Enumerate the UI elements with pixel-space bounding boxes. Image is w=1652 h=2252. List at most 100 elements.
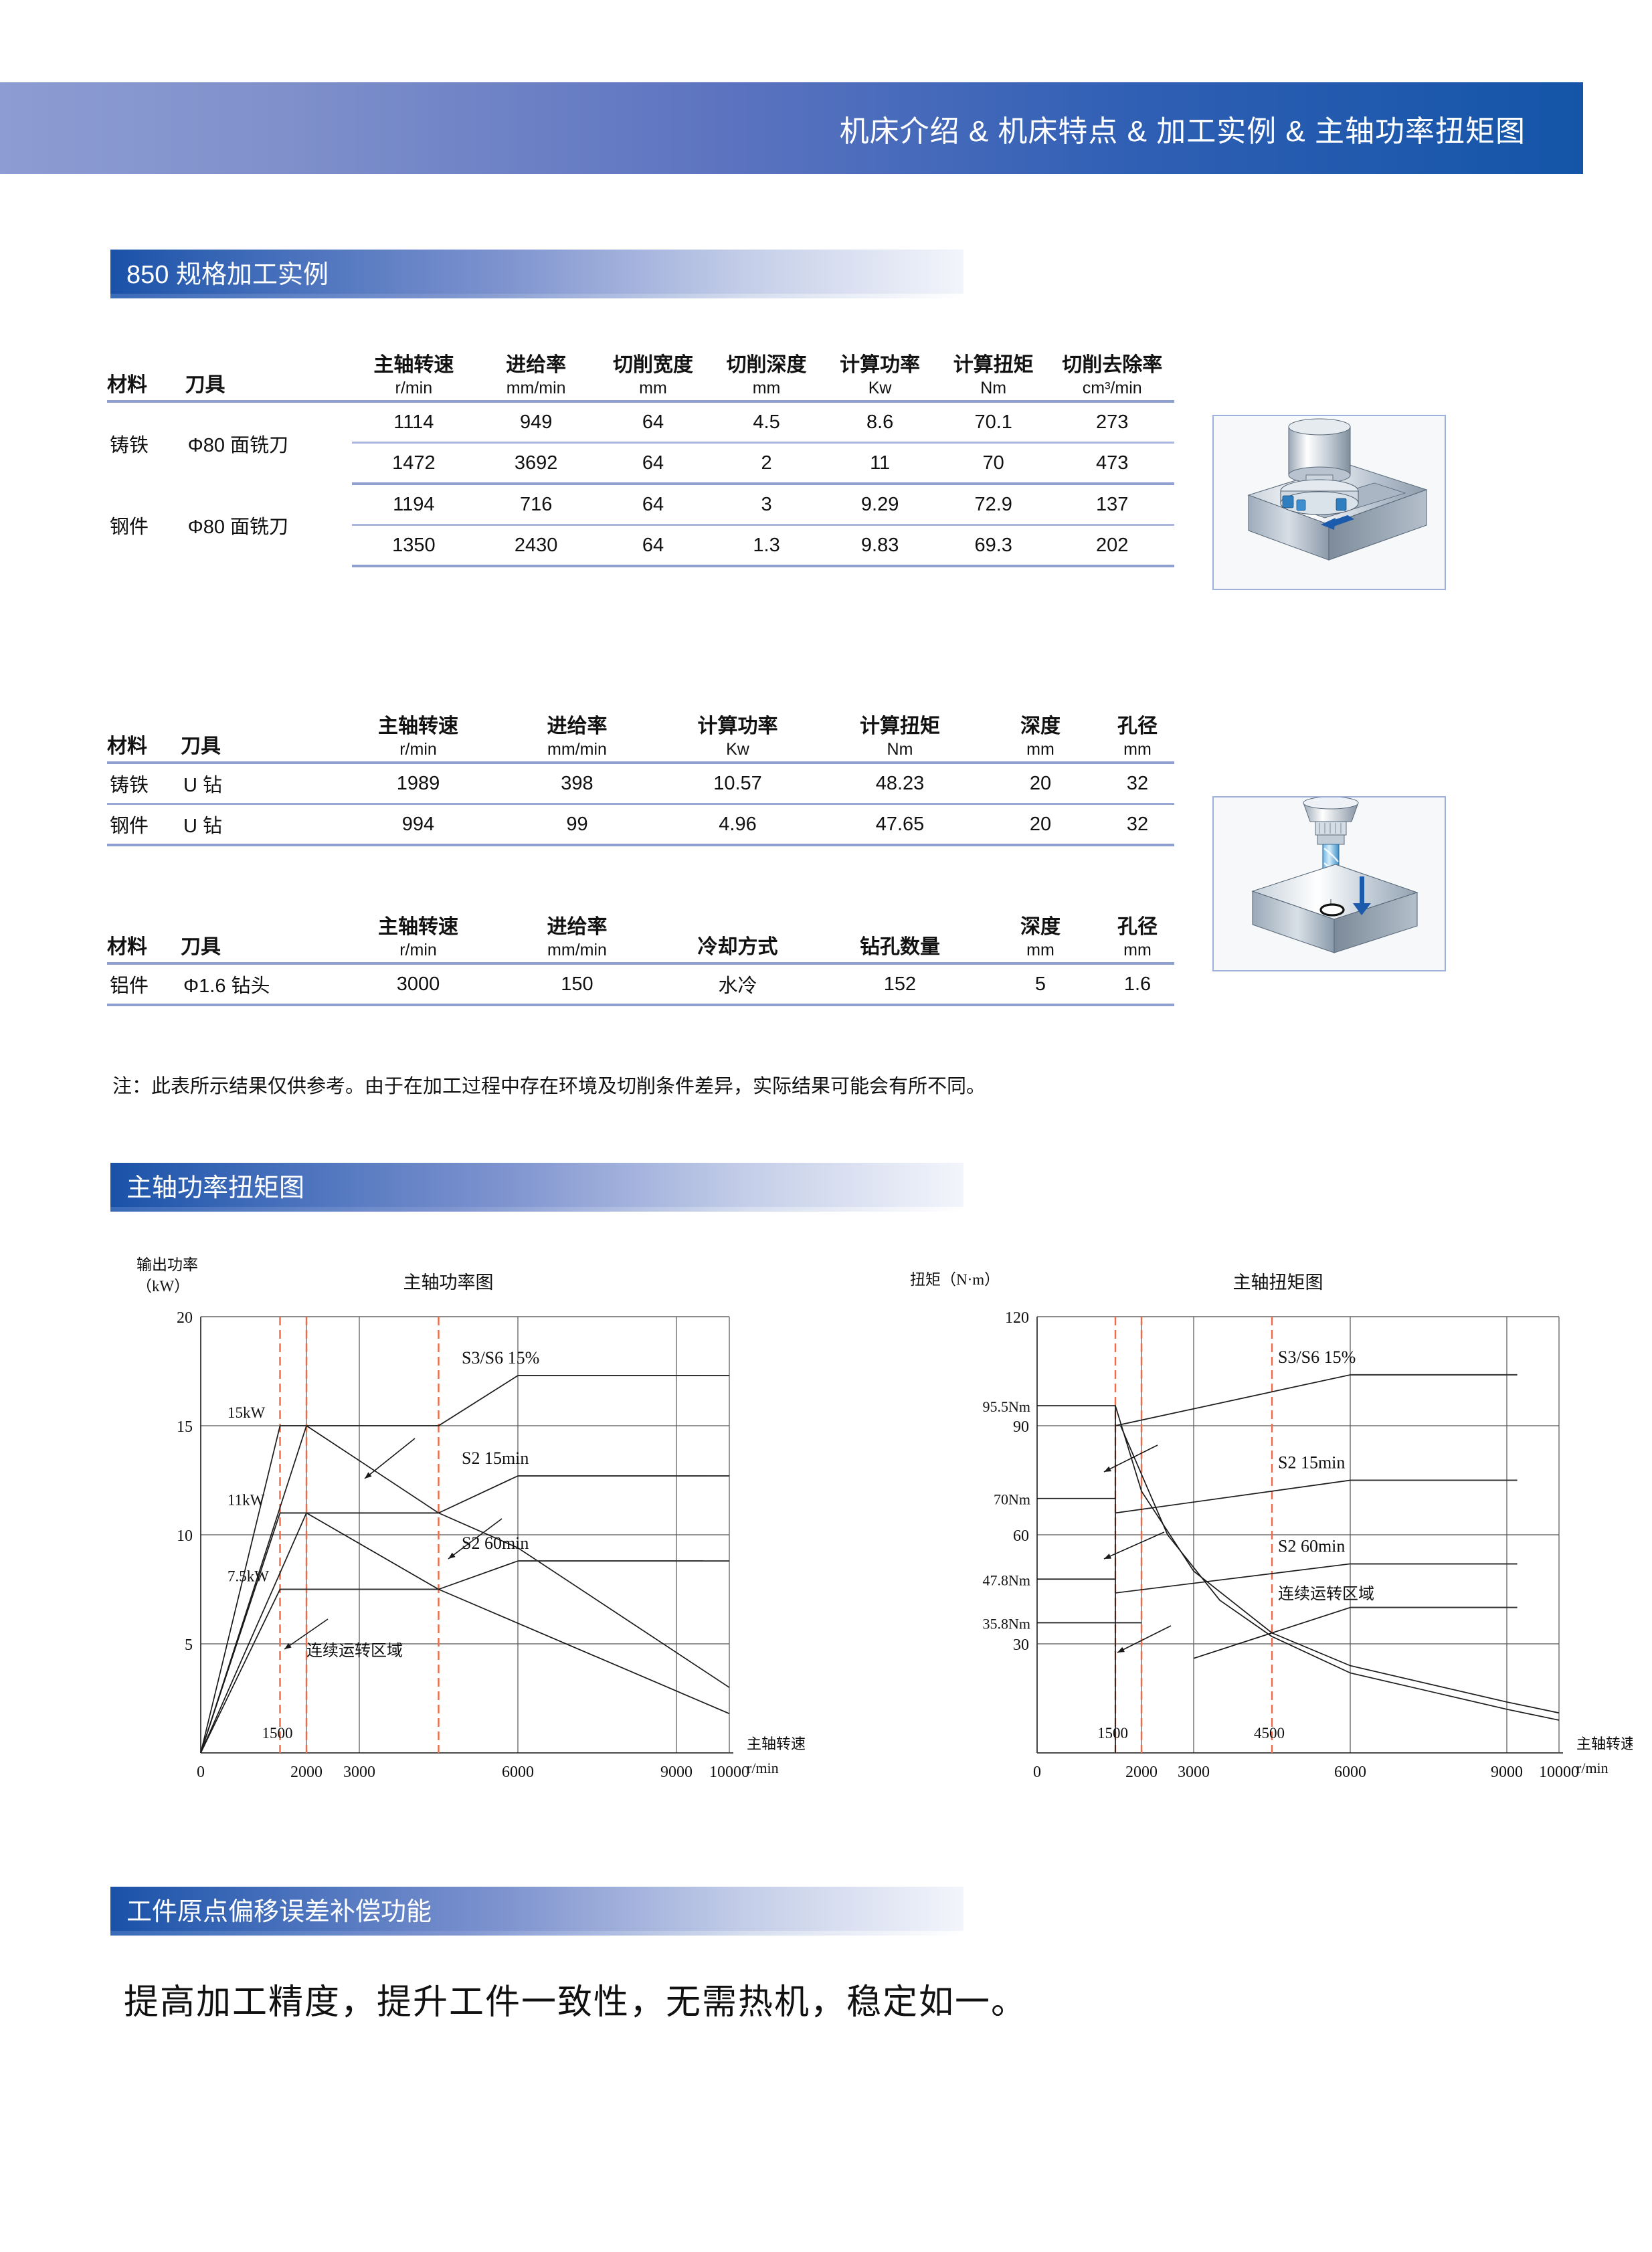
column-header-unit: r/min <box>395 379 433 397</box>
level-label: 15kW <box>227 1404 266 1421</box>
table-cell: 70.1 <box>936 401 1050 444</box>
column-header: 刀具 <box>185 348 352 403</box>
duty-cycle-label: S2 60min <box>462 1533 529 1553</box>
table-cell: 64 <box>596 401 710 444</box>
table-cell: 32 <box>1101 804 1174 846</box>
level-label: 35.8Nm <box>983 1615 1031 1632</box>
table-row: 铝件 Φ1.6 钻头 3000 150 水冷 152 5 1.6 <box>107 963 1174 1006</box>
column-header: 冷却方式 <box>656 910 820 965</box>
column-header: 刀具 <box>181 709 338 764</box>
spindle-torque-chart: 扭矩（N·m） 主轴扭矩图 30 60 90 120 0 2000 3000 6000 9000 10… <box>903 1244 1633 1800</box>
leader-line <box>1103 1531 1165 1560</box>
x-tick-label: 9000 <box>660 1764 693 1781</box>
table-cell: 3692 <box>476 442 597 485</box>
table-cell: 8.6 <box>823 401 937 444</box>
table-cell: 1350 <box>351 525 476 567</box>
x-tick-label: 2000 <box>1125 1764 1158 1781</box>
leader-line <box>1103 1444 1158 1473</box>
column-header: 切削宽度 mm <box>596 348 710 403</box>
table-cell: 4.5 <box>709 401 824 444</box>
y-axis-label: 输出功率 <box>136 1256 198 1273</box>
table-cell: 2 <box>709 442 824 485</box>
column-header-unit: mm <box>752 379 781 397</box>
section-header-power-torque-label: 主轴功率扭矩图 <box>126 1174 305 1202</box>
column-header-unit: mm/min <box>547 941 607 959</box>
column-header: 主轴转速 r/min <box>338 910 498 965</box>
column-header: 计算扭矩 Nm <box>936 348 1050 403</box>
leader-line <box>1117 1625 1172 1653</box>
leader-line <box>364 1438 416 1479</box>
column-header-unit: mm/min <box>547 740 607 759</box>
table-cell: 20 <box>980 804 1101 846</box>
section-header-examples-label: 850 规格加工实例 <box>126 260 329 289</box>
table-cell: 铸铁 <box>107 763 181 805</box>
table-cell: 72.9 <box>936 484 1050 526</box>
y-tick-label: 15 <box>177 1418 193 1436</box>
column-header-unit: mm <box>1123 740 1152 759</box>
y-tick-label: 5 <box>185 1636 193 1654</box>
leader-arrowhead <box>365 1472 372 1479</box>
table-cell: 716 <box>476 484 597 526</box>
origin-comp-description: 提高加工精度，提升工件一致性，无需热机，稳定如一。 <box>124 1983 1028 2022</box>
table-cell: 1472 <box>351 442 476 485</box>
y-axis-label: 扭矩（N·m） <box>910 1271 1000 1288</box>
table-cell: 3000 <box>338 963 498 1006</box>
table-cell: 273 <box>1050 401 1174 444</box>
continuous-region-label: 连续运转区域 <box>1278 1585 1374 1603</box>
curve-S2 15min 扭矩 <box>1115 1479 1507 1514</box>
table-header-row: 材料 刀具 主轴转速 r/min 进给率 mm/min 冷却方式 钻孔数量 深度 mm 孔径 mm <box>107 910 1174 965</box>
duty-cycle-label: S2 60min <box>1278 1536 1345 1556</box>
table-cell: 11 <box>823 442 937 485</box>
table-cell: 5 <box>980 963 1101 1006</box>
column-header: 进给率 mm/min <box>476 348 597 403</box>
continuous-region-label: 连续运转区域 <box>306 1642 403 1660</box>
table-cell: 64 <box>596 442 710 485</box>
y-tick-label: 20 <box>177 1309 193 1327</box>
leader-arrowhead <box>448 1552 456 1559</box>
column-header-unit: mm <box>1026 740 1054 759</box>
table-row: 钢件 U 钻 994 99 4.96 47.65 20 32 <box>107 804 1174 846</box>
x-tick-label: 10000 <box>1539 1764 1579 1781</box>
table-cell: 3 <box>709 484 824 526</box>
column-header: 孔径 mm <box>1101 910 1174 965</box>
table-cell: 994 <box>338 804 498 846</box>
y-tick-label: 90 <box>1013 1418 1029 1436</box>
table-cell: U 钻 <box>181 763 338 805</box>
column-header: 材料 <box>107 910 181 965</box>
table-cell: U 钻 <box>181 804 338 846</box>
table-cell: 2430 <box>476 525 597 567</box>
table-row: 1350 2430 64 1.3 9.83 69.3 202 <box>107 525 1174 567</box>
column-header: 计算扭矩 Nm <box>820 709 980 764</box>
x-tick-label: 0 <box>197 1764 205 1781</box>
column-header: 孔径 mm <box>1101 709 1174 764</box>
x-axis-unit: r/min <box>1576 1760 1609 1776</box>
x-axis-label: 主轴转速 <box>747 1735 806 1752</box>
column-header: 材料 <box>107 348 185 403</box>
table-cell: 1.3 <box>709 525 824 567</box>
table-cell: 1989 <box>338 763 498 805</box>
column-header-unit: Kw <box>868 379 892 397</box>
curve-S3/S6 15% 扭矩 <box>1115 1374 1507 1426</box>
milling-examples-table: 材料 刀具 主轴转速 r/min 进给率 mm/min 切削宽度 mm 切削深度 mm 计算功率 Kw… <box>107 348 1174 567</box>
chart-title: 主轴功率图 <box>403 1273 494 1293</box>
column-header: 材料 <box>107 709 181 764</box>
table-cell: 202 <box>1050 525 1174 567</box>
cell-material: 钢件 <box>110 516 149 538</box>
chart-title: 主轴扭矩图 <box>1233 1273 1323 1293</box>
section-header-power-torque: 主轴功率扭矩图 <box>110 1163 963 1212</box>
table-note: 注：此表所示结果仅供参考。由于在加工过程中存在环境及切削条件差异，实际结果可能会… <box>112 1076 986 1097</box>
column-header: 深度 mm <box>980 910 1101 965</box>
table-cell: 水冷 <box>656 963 820 1006</box>
x-tick-label: 3000 <box>1178 1764 1210 1781</box>
table-cell: 4.96 <box>656 804 820 846</box>
y-tick-label: 120 <box>1005 1309 1029 1327</box>
table-cell: 64 <box>596 525 710 567</box>
y-tick-label: 10 <box>177 1527 193 1545</box>
x-axis-label: 主轴转速 <box>1576 1735 1633 1752</box>
leader-arrowhead <box>1104 1554 1111 1559</box>
duty-cycle-label: S3/S6 15% <box>1278 1347 1356 1367</box>
column-header-unit: mm <box>639 379 667 397</box>
page-banner-title: 机床介绍 & 机床特点 & 加工实例 & 主轴功率扭矩图 <box>839 114 1526 148</box>
table-row: 铸铁 Φ80 面铣刀 1114 949 64 4.5 8.6 70.1 273 <box>107 401 1174 456</box>
leader-arrowhead <box>1117 1647 1125 1653</box>
